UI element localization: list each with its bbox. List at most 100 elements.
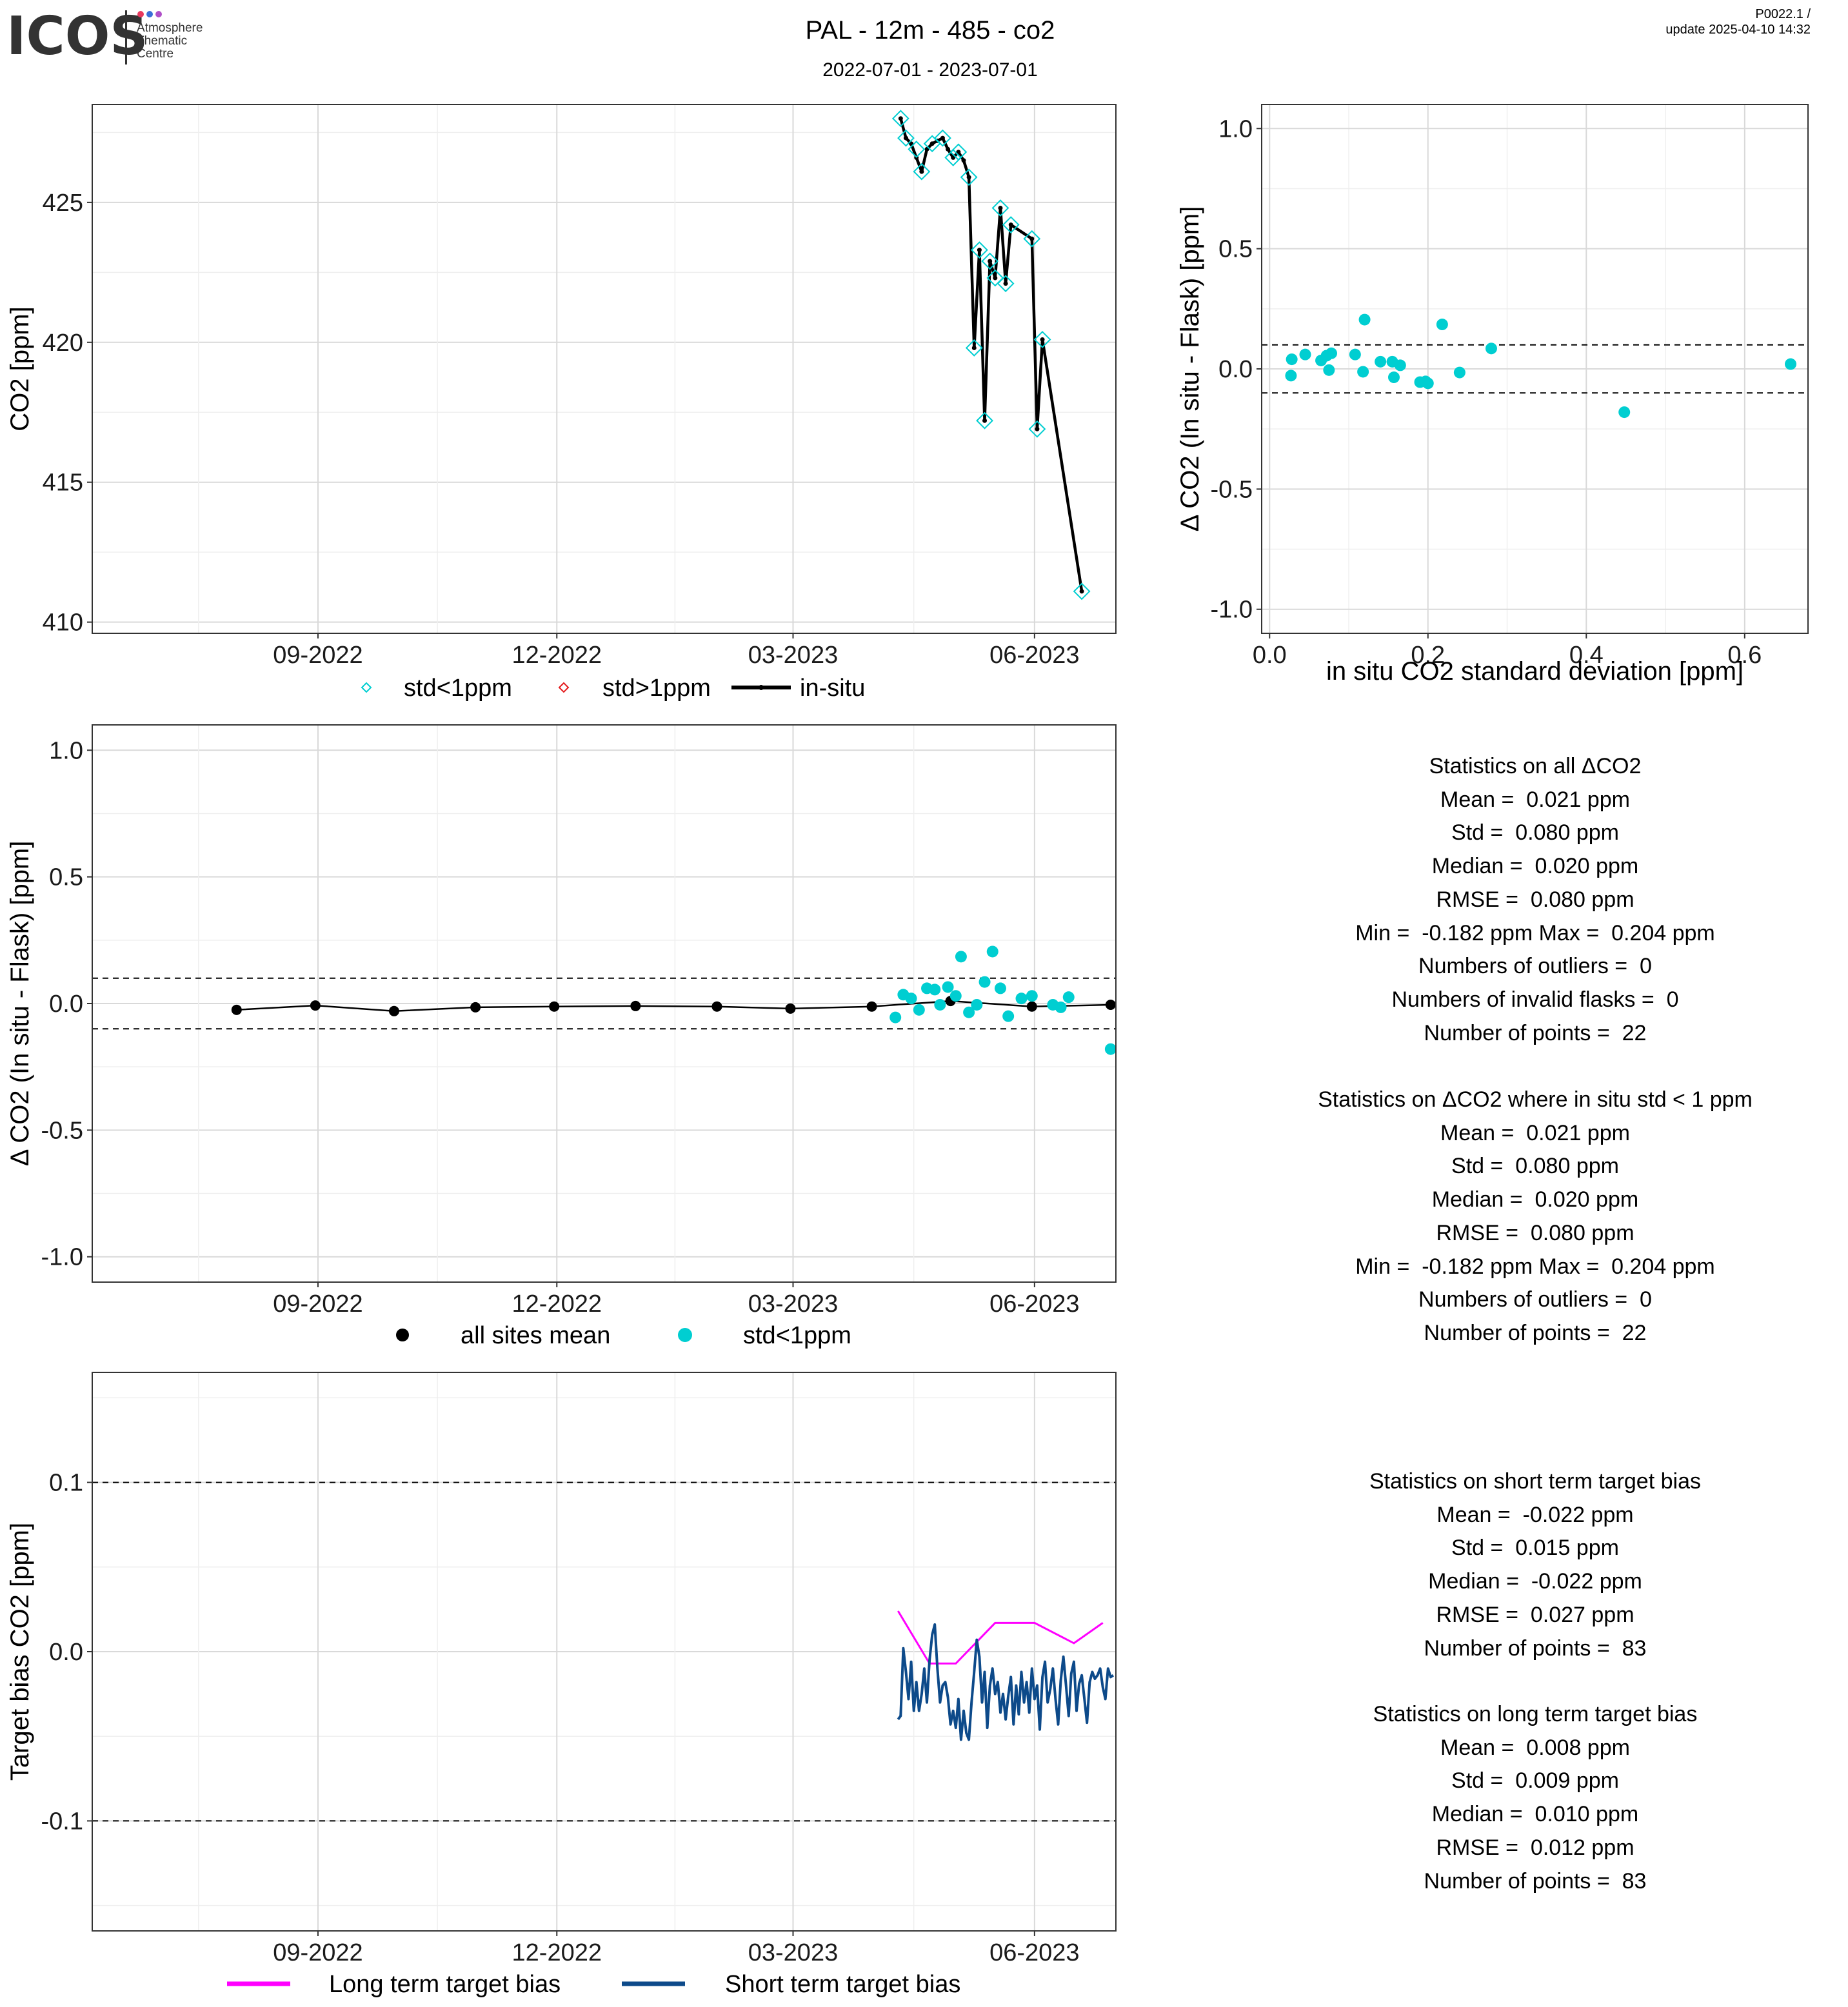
stat-line: Min = -0.182 ppm Max = 0.204 ppm: [1355, 1254, 1715, 1279]
y-tick-label: 0.0: [49, 1639, 83, 1666]
all-sites-mean-point: [711, 1001, 722, 1012]
y-tick-label: 410: [43, 609, 83, 637]
delta-vs-std-chart: -1.0 -0.5 0.0 0.5 1.0 0.0 0.2 0.4 0.6in situ CO2…: [1176, 104, 1809, 686]
all-sites-mean-point: [549, 1001, 560, 1012]
std-lt-1ppm-point: [1015, 993, 1028, 1005]
x-tick-label: 03-2023: [748, 1939, 838, 1966]
std-lt-1ppm-point: [913, 1004, 925, 1016]
legend-label: in-situ: [800, 675, 865, 702]
std-lt-1ppm-point: [934, 998, 946, 1011]
stat-line: Median = 0.010 ppm: [1431, 1802, 1639, 1827]
std-lt-1ppm-marker: [944, 149, 962, 166]
std-lt-1ppm-marker: [970, 241, 988, 259]
y-axis-title: Target bias CO2 [ppm]: [6, 1523, 34, 1781]
y-tick-label: 415: [43, 470, 83, 497]
std-lt-1ppm-point: [1062, 991, 1075, 1004]
y-axis-title: CO2 [ppm]: [6, 306, 34, 431]
insitu-point: [966, 175, 971, 180]
scatter-point: [1784, 358, 1796, 370]
y-tick-label: -1.0: [1211, 597, 1253, 624]
y-tick-label: 420: [43, 330, 83, 357]
y-tick-label: 0.0: [1218, 356, 1253, 383]
y-tick-label: 0.1: [49, 1470, 83, 1497]
x-tick-label: 06-2023: [989, 1939, 1079, 1966]
stat-line: Number of points = 83: [1424, 1636, 1647, 1661]
legend-key-std-lt-1ppm: [678, 1328, 692, 1342]
std-lt-1ppm-marker: [991, 199, 1009, 217]
scatter-point: [1485, 342, 1497, 355]
std-lt-1ppm-marker: [949, 143, 968, 161]
doc-info: P0022.1 / update 2025-04-10 14:32: [1665, 6, 1811, 37]
x-tick-label: 0.6: [1727, 642, 1762, 669]
insitu-point: [977, 248, 982, 253]
x-tick-label: 06-2023: [989, 642, 1079, 669]
std-lt-1ppm-marker: [965, 339, 983, 357]
mean-line: [236, 1000, 1111, 1013]
stats-block-short-bias: Statistics on short term target bias Mea…: [1258, 1465, 1813, 1665]
std-lt-1ppm-marker: [1028, 420, 1046, 438]
icos-logo: ICOS Atmosphere Thematic Centre: [6, 6, 203, 67]
doc-update: update 2025-04-10 14:32: [1665, 23, 1811, 37]
legend-label: std<1ppm: [743, 1322, 851, 1349]
all-sites-mean-point: [470, 1002, 481, 1013]
logo-word: ICOS: [6, 6, 148, 67]
insitu-point: [961, 158, 966, 163]
stat-line: Min = -0.182 ppm Max = 0.204 ppm: [1355, 920, 1715, 945]
x-tick-label: 09-2022: [273, 1290, 363, 1318]
insitu-point: [898, 116, 903, 121]
logo-sub-3: Centre: [137, 47, 174, 61]
plot-border: [1261, 104, 1809, 634]
scatter-point: [1286, 353, 1298, 366]
stat-line: Median = 0.020 ppm: [1431, 1187, 1639, 1212]
stat-line: Std = 0.080 ppm: [1451, 820, 1619, 845]
scatter-point: [1358, 313, 1371, 326]
std-lt-1ppm-marker: [1033, 331, 1051, 348]
y-tick-label: -1.0: [41, 1244, 83, 1271]
std-lt-1ppm-point: [986, 945, 999, 958]
insitu-point: [919, 169, 924, 174]
all-sites-mean-point: [1026, 1001, 1037, 1012]
plot-border: [92, 104, 1117, 634]
stat-line: Median = 0.020 ppm: [1431, 854, 1639, 879]
insitu-point: [946, 146, 951, 152]
x-axis-title: in situ CO2 standard deviation [ppm]: [1326, 657, 1744, 686]
x-tick-label: 03-2023: [748, 642, 838, 669]
insitu-co2-chart: 09-2022 12-2022 03-2023 06-2023 410 415 420 425…: [6, 104, 1117, 702]
insitu-point: [1008, 222, 1013, 228]
insitu-point: [1029, 236, 1035, 241]
insitu-point: [988, 259, 993, 264]
all-sites-mean-point: [310, 1000, 321, 1011]
stat-line: Number of points = 22: [1424, 1020, 1647, 1045]
std-lt-1ppm-marker: [981, 252, 999, 270]
insitu-point: [1003, 281, 1008, 286]
insitu-point: [929, 141, 935, 146]
y-tick-label: 1.0: [1218, 115, 1253, 143]
x-tick-label: 09-2022: [273, 642, 363, 669]
std-lt-1ppm-marker: [891, 110, 909, 128]
y-tick-label: 0.0: [49, 991, 83, 1018]
doc-id: P0022.1 /: [1755, 7, 1811, 21]
y-axis-title: Δ CO2 (In situ - Flask) [ppm]: [6, 841, 34, 1167]
std-lt-1ppm-marker: [997, 275, 1015, 293]
stat-line: Number of points = 22: [1424, 1320, 1647, 1345]
all-sites-mean-point: [1105, 999, 1116, 1010]
stat-line: Median = -0.022 ppm: [1428, 1569, 1642, 1594]
scatter-point: [1375, 355, 1387, 368]
std-lt-1ppm-marker: [960, 168, 978, 186]
insitu-point: [998, 206, 1003, 211]
page-title: PAL - 12m - 485 - co2: [806, 16, 1055, 44]
stats-block-std: Statistics on ΔCO2 where in situ std < 1…: [1258, 1083, 1813, 1350]
scatter-point: [1349, 348, 1361, 361]
x-tick-label: 09-2022: [273, 1939, 363, 1966]
all-sites-mean-point: [630, 1000, 641, 1011]
y-axis-title: Δ CO2 (In situ - Flask) [ppm]: [1176, 206, 1204, 532]
logo-dot-2: [146, 11, 153, 17]
y-tick-label: 0.5: [49, 864, 83, 891]
std-lt-1ppm-marker: [1073, 582, 1091, 600]
std-lt-1ppm-point: [905, 993, 917, 1005]
stat-line: RMSE = 0.080 ppm: [1436, 887, 1634, 912]
legend-label: all sites mean: [461, 1322, 610, 1349]
std-lt-1ppm-marker: [986, 269, 1004, 287]
scatter-point: [1387, 371, 1400, 384]
